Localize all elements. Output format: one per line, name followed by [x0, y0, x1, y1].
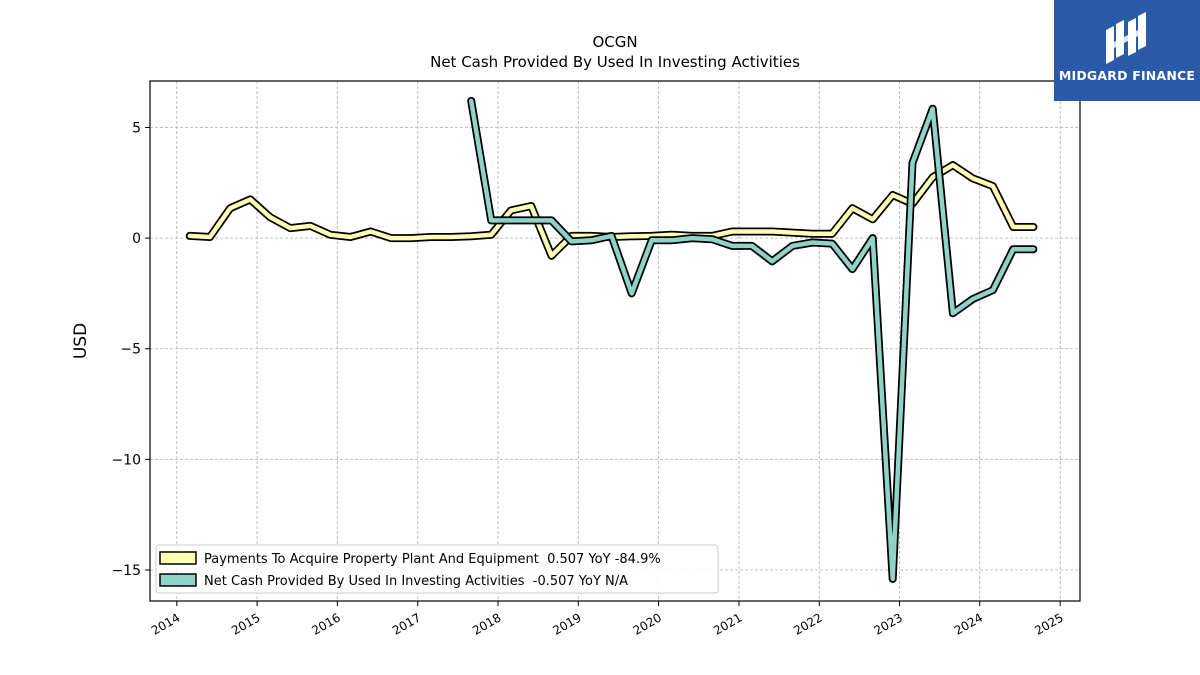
legend: Payments To Acquire Property Plant And E… [155, 544, 719, 594]
y-axis-label: USD [71, 323, 91, 359]
x-tick-label: 2021 [711, 610, 744, 637]
x-axis-ticks: 2014 2015 2016 2017 2018 2019 2020 2021 2022 2023… [149, 601, 1066, 638]
legend-label-investing: Net Cash Provided By Used In Investing A… [204, 574, 628, 589]
y-tick-label: −5 [120, 342, 141, 358]
x-tick-label: 2016 [309, 610, 342, 637]
y-tick-label: 5 [132, 120, 141, 136]
x-tick-label: 2015 [229, 610, 262, 637]
y-tick-label: −10 [111, 452, 141, 468]
x-tick-label: 2025 [1032, 610, 1065, 637]
legend-box [155, 544, 719, 594]
chart-subtitle: Net Cash Provided By Used In Investing A… [430, 53, 800, 71]
series-line-investing-outline [467, 96, 1038, 583]
x-tick-label: 2023 [872, 610, 905, 637]
x-tick-label: 2024 [952, 610, 985, 637]
legend-label-ppe: Payments To Acquire Property Plant And E… [204, 552, 661, 567]
series-line-investing [468, 98, 1036, 582]
x-tick-label: 2018 [470, 610, 503, 637]
x-tick-label: 2017 [390, 610, 423, 637]
midgard-logo-icon [1106, 12, 1146, 64]
y-axis-ticks: 5 0 −5 −10 −15 [111, 120, 150, 579]
x-tick-label: 2019 [550, 610, 583, 637]
brand-logo: MIDGARD FINANCE [1054, 0, 1200, 101]
brand-name: MIDGARD FINANCE [1058, 68, 1196, 83]
y-tick-label: −15 [111, 563, 141, 579]
chart-title: OCGN [592, 33, 637, 51]
series-lines [185, 96, 1038, 583]
legend-swatch-investing [159, 573, 197, 587]
legend-swatch-ppe [159, 551, 197, 565]
x-tick-label: 2020 [631, 610, 664, 637]
x-tick-label: 2014 [149, 610, 182, 637]
x-tick-label: 2022 [791, 610, 824, 637]
plot-area-frame [149, 80, 1081, 602]
y-tick-label: 0 [132, 231, 141, 247]
